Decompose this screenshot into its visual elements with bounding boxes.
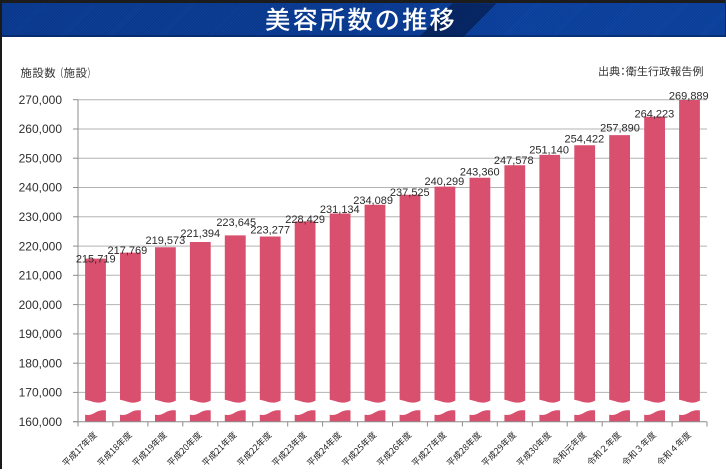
svg-text:223,645: 223,645 [216, 217, 256, 229]
svg-text:234,089: 234,089 [353, 195, 393, 207]
svg-text:160,000: 160,000 [19, 415, 63, 429]
svg-text:231,134: 231,134 [320, 204, 360, 216]
svg-text:170,000: 170,000 [19, 386, 63, 400]
svg-text:223,277: 223,277 [250, 224, 290, 236]
svg-text:190,000: 190,000 [19, 327, 63, 341]
svg-text:250,000: 250,000 [19, 151, 63, 165]
svg-text:220,000: 220,000 [19, 239, 63, 253]
svg-text:251,140: 251,140 [529, 144, 569, 156]
svg-text:260,000: 260,000 [19, 122, 63, 136]
svg-text:219,573: 219,573 [146, 235, 186, 247]
svg-text:270,000: 270,000 [19, 93, 63, 107]
svg-text:230,000: 230,000 [19, 210, 63, 224]
svg-text:247,578: 247,578 [494, 155, 534, 167]
svg-text:221,394: 221,394 [180, 228, 220, 240]
svg-text:200,000: 200,000 [19, 298, 63, 312]
svg-text:254,422: 254,422 [565, 133, 605, 145]
svg-text:228,429: 228,429 [285, 214, 325, 226]
svg-text:240,000: 240,000 [19, 181, 63, 195]
svg-text:210,000: 210,000 [19, 269, 63, 283]
svg-text:264,223: 264,223 [635, 109, 675, 121]
svg-text:217,769: 217,769 [108, 245, 148, 257]
svg-text:240,299: 240,299 [425, 176, 465, 188]
svg-text:215,719: 215,719 [76, 253, 116, 265]
svg-text:237,525: 237,525 [390, 187, 430, 199]
svg-text:257,890: 257,890 [600, 122, 640, 134]
svg-text:180,000: 180,000 [19, 356, 63, 370]
svg-text:269,889: 269,889 [669, 91, 709, 103]
svg-text:243,360: 243,360 [460, 166, 500, 178]
